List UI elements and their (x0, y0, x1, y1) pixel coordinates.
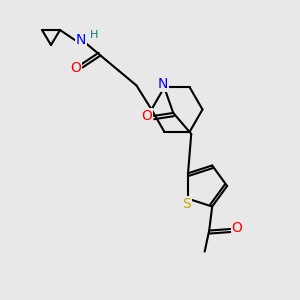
Text: H: H (90, 29, 99, 40)
Text: S: S (182, 197, 191, 211)
Text: O: O (231, 220, 242, 235)
Text: O: O (142, 109, 153, 123)
Text: O: O (70, 61, 81, 74)
Text: N: N (76, 34, 86, 47)
Text: N: N (158, 77, 168, 92)
